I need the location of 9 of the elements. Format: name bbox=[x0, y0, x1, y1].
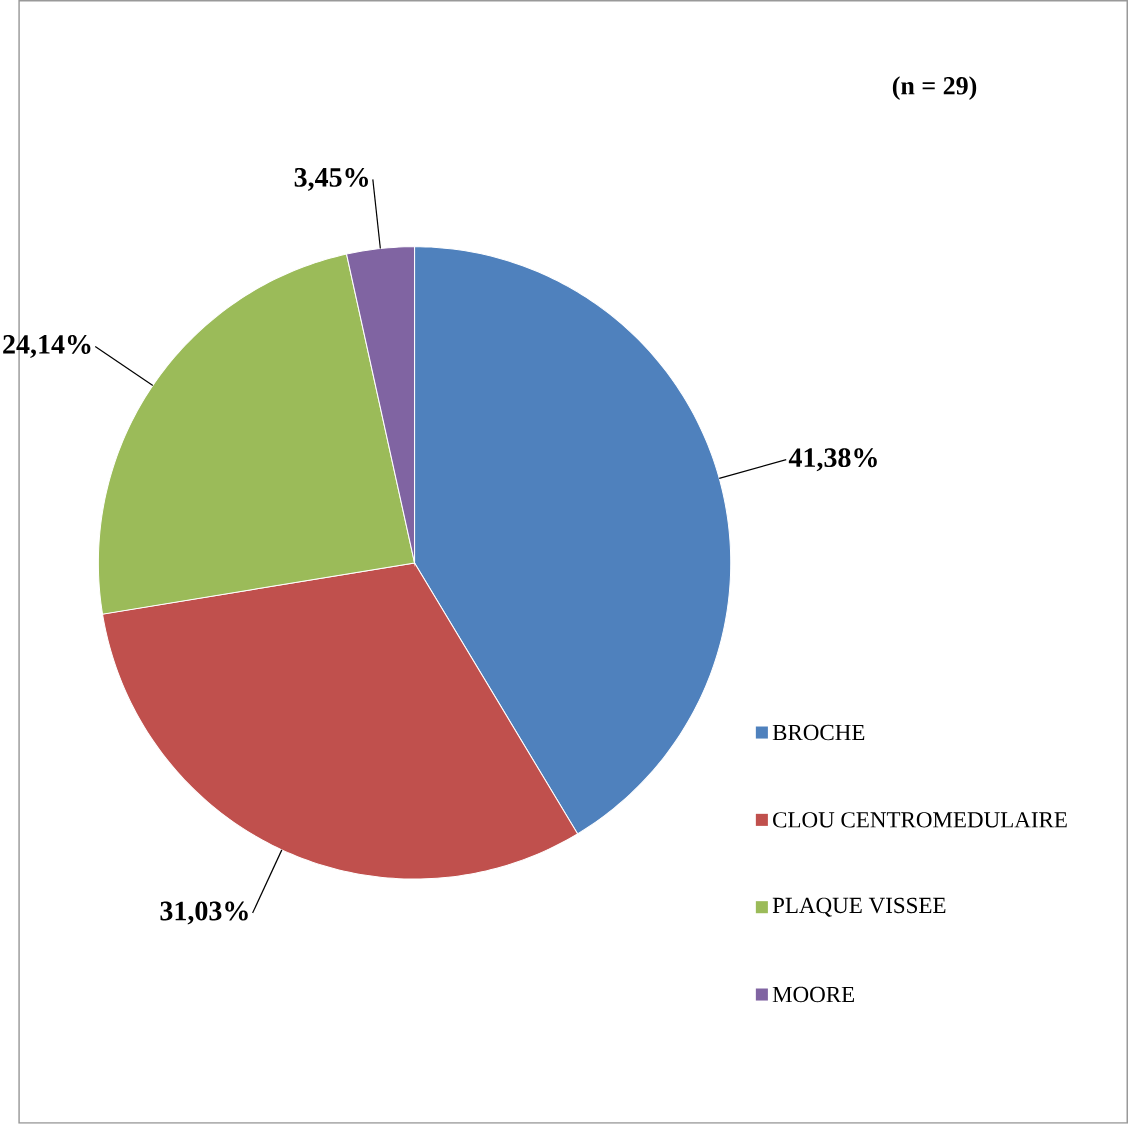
legend-label: CLOU CENTROMEDULAIRE bbox=[773, 812, 1067, 828]
legend-label: PLAQUE VISSEE bbox=[772, 897, 946, 917]
chart-title: (n = 29) bbox=[892, 76, 977, 100]
data-label: 3,45% bbox=[294, 168, 368, 191]
legend-label: MOORE bbox=[772, 986, 855, 1003]
legend-label: BROCHE bbox=[772, 724, 865, 741]
data-label: 24,14% bbox=[3, 335, 91, 359]
data-label: 31,03% bbox=[160, 901, 248, 925]
data-label: 41,38% bbox=[788, 448, 877, 472]
